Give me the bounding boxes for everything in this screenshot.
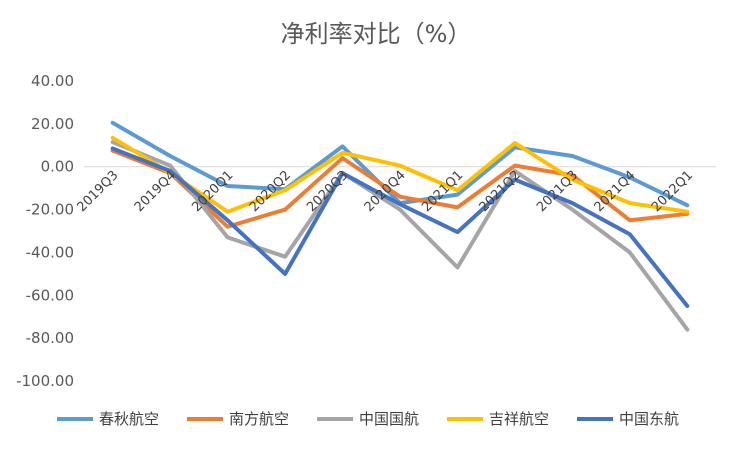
y-tick-label: -20.00 — [26, 201, 74, 219]
legend-label: 中国国航 — [359, 410, 419, 428]
x-tick-label: 2019Q4 — [132, 168, 179, 215]
y-tick-label: -60.00 — [26, 286, 74, 304]
y-axis: 40.00 20.00 0.00 -20.00 -40.00 -60.00 -80.00 -1… — [16, 72, 74, 390]
legend-label: 中国东航 — [619, 410, 679, 428]
series-line — [110, 135, 690, 214]
legend-label: 南方航空 — [229, 410, 289, 428]
chart-title: 净利率对比（%） — [281, 20, 472, 48]
series-line — [110, 140, 690, 332]
y-tick-label: 0.00 — [41, 158, 74, 176]
legend: 春秋航空 南方航空 中国国航 吉祥航空 中国东航 — [57, 410, 679, 428]
series-lines — [110, 120, 690, 332]
legend-label: 吉祥航空 — [489, 410, 549, 428]
x-tick-label: 2019Q3 — [74, 168, 121, 215]
y-tick-label: -40.00 — [26, 243, 74, 261]
y-tick-label: 20.00 — [31, 115, 74, 133]
y-tick-label: -80.00 — [26, 329, 74, 347]
legend-label: 春秋航空 — [99, 410, 159, 428]
y-tick-label: -100.00 — [16, 372, 74, 390]
y-tick-label: 40.00 — [31, 72, 74, 90]
series-line — [110, 146, 690, 308]
series-line — [110, 148, 690, 229]
